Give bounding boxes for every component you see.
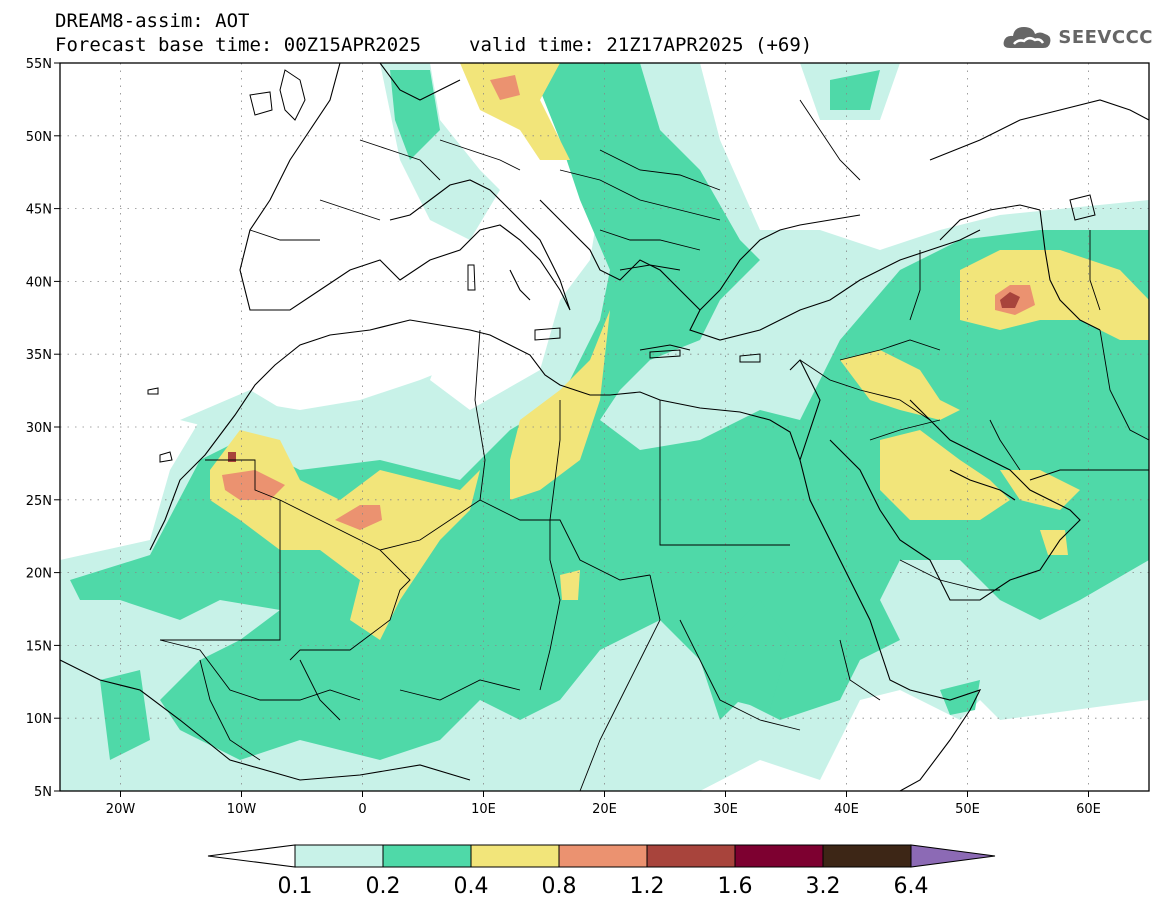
colorbar-swatch <box>294 844 384 868</box>
lon-tick-label: 20E <box>592 802 617 817</box>
colorbar-label: 3.2 <box>806 874 841 899</box>
lat-tick-label: 15N <box>26 639 52 654</box>
lat-tick-label: 55N <box>26 57 52 72</box>
lon-tick-label: 10W <box>227 802 257 817</box>
longitude-axis: 20W 10W 0 10E 20E 30E 40E 50E 60E <box>106 791 1101 817</box>
lat-tick-label: 35N <box>26 348 52 363</box>
lon-tick-label: 20W <box>106 802 136 817</box>
lon-tick-label: 30E <box>713 802 738 817</box>
colorbar-swatch <box>822 844 912 868</box>
colorbar-label: 1.2 <box>630 874 665 899</box>
lat-tick-label: 50N <box>26 130 52 145</box>
lon-tick-label: 40E <box>834 802 859 817</box>
colorbar-label: 1.6 <box>718 874 753 899</box>
coastlines <box>60 63 1149 791</box>
islands <box>147 69 1096 463</box>
colorbar: 0.1 0.2 0.4 0.8 1.2 1.6 3.2 6.4 <box>207 844 996 899</box>
colorbar-label: 0.8 <box>542 874 577 899</box>
colorbar-label: 0.2 <box>366 874 401 899</box>
aot-band-02 <box>70 63 1149 760</box>
forecast-base-time: Forecast base time: 00Z15APR2025 <box>55 34 422 56</box>
lon-tick-label: 50E <box>955 802 980 817</box>
lat-tick-label: 5N <box>34 785 52 800</box>
lat-tick-label: 30N <box>26 421 52 436</box>
colorbar-over-arrow <box>910 844 996 868</box>
colorbar-swatch <box>558 844 648 868</box>
logo-text: SEEVCCC <box>1058 26 1153 48</box>
cloud-icon <box>1003 27 1051 48</box>
colorbar-swatch <box>470 844 560 868</box>
seevccc-logo: SEEVCCC <box>1002 22 1153 52</box>
colorbar-swatch <box>646 844 736 868</box>
colorbar-swatch <box>734 844 824 868</box>
map-title: DREAM8-assim: AOT <box>55 10 250 32</box>
aot-field <box>60 63 1149 791</box>
map-grid <box>60 63 1149 791</box>
colorbar-under-arrow <box>207 844 296 868</box>
aot-band-12 <box>228 292 1020 462</box>
lon-tick-label: 60E <box>1076 802 1101 817</box>
lat-tick-label: 25N <box>26 494 52 509</box>
lat-tick-label: 20N <box>26 567 52 582</box>
colorbar-label: 0.4 <box>454 874 489 899</box>
valid-time: valid time: 21Z17APR2025 (+69) <box>469 34 813 56</box>
latitude-axis: 55N 50N 45N 40N 35N 30N 25N 20N 15N 10N 5N <box>26 57 60 800</box>
map-subtitle: Forecast base time: 00Z15APR2025 valid ti… <box>55 34 812 56</box>
lat-tick-label: 45N <box>26 203 52 218</box>
colorbar-label: 6.4 <box>894 874 929 899</box>
lat-tick-label: 10N <box>26 712 52 727</box>
lon-tick-label: 0 <box>358 802 366 817</box>
lat-tick-label: 40N <box>26 275 52 290</box>
lon-tick-label: 10E <box>471 802 496 817</box>
country-borders <box>159 99 1149 791</box>
colorbar-label: 0.1 <box>278 874 313 899</box>
colorbar-swatch <box>382 844 472 868</box>
